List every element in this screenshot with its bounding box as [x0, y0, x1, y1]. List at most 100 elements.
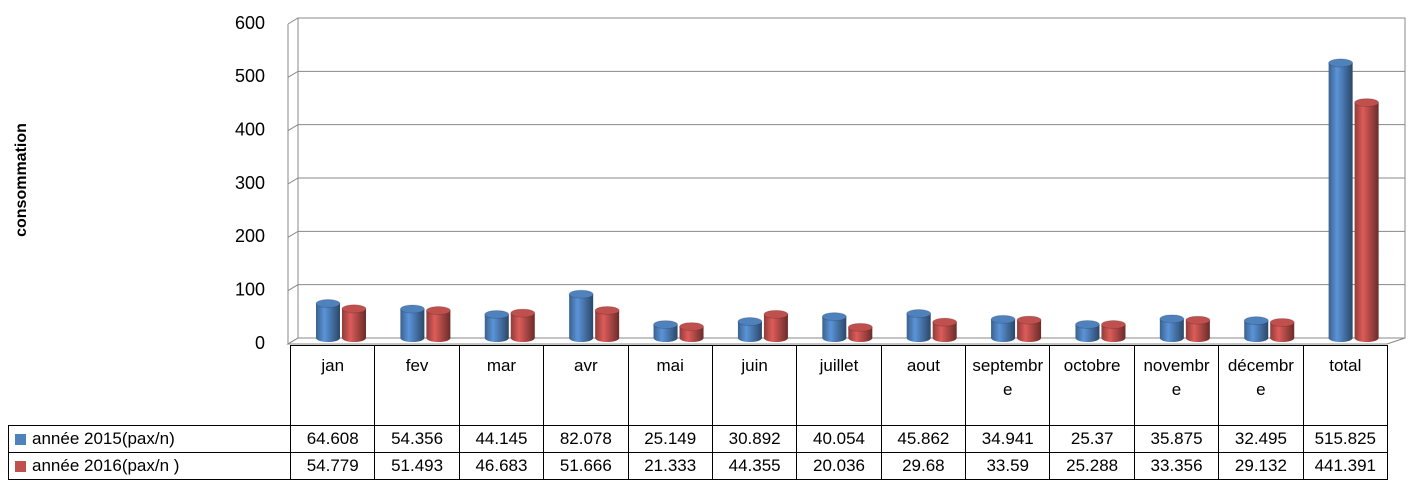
x-tick-label: fev [374, 345, 460, 426]
data-label: 33.59 [965, 452, 1051, 480]
cylinder-top [763, 309, 789, 319]
cylinder-top [568, 289, 594, 299]
legend-label: année 2016(pax/n ) [32, 456, 180, 475]
x-tick-label: octobre [1049, 345, 1135, 426]
cylinder [569, 294, 594, 338]
cylinder-base [316, 334, 340, 342]
data-label: 25.37 [1049, 425, 1135, 453]
y-tick-label: 300 [235, 173, 265, 193]
cylinder-base [484, 334, 509, 342]
cylinder-top [315, 299, 341, 309]
data-label: 40.054 [796, 425, 882, 453]
legend-key [15, 461, 26, 472]
cylinder [991, 319, 1016, 338]
x-tick-label: juin [711, 345, 798, 426]
data-label: 25.149 [627, 425, 713, 453]
y-tick-label: 600 [235, 13, 265, 33]
y-tick-label: 500 [235, 66, 265, 86]
cylinder-base [400, 334, 425, 342]
cylinder [906, 313, 931, 338]
cylinder-base [991, 334, 1016, 342]
data-label: 46.683 [458, 452, 545, 480]
grid-line [287, 177, 1405, 185]
legend-key [15, 434, 26, 445]
cylinder [848, 327, 873, 338]
cylinder-top [1328, 58, 1354, 68]
cylinder-top [1269, 317, 1295, 327]
data-label: 29.68 [880, 452, 967, 480]
data-label: 20.036 [796, 452, 882, 480]
x-tick-label: septembre [965, 345, 1051, 426]
cylinder-base [1185, 334, 1210, 342]
cylinder-base [822, 334, 847, 342]
cylinder [484, 314, 509, 338]
cylinder-base [679, 334, 704, 342]
cylinder-top [821, 312, 847, 322]
legend-label: année 2015(pax/n) [32, 429, 175, 448]
cylinder-top [1354, 98, 1380, 108]
data-label: 44.355 [711, 452, 798, 480]
cylinder [1185, 320, 1210, 338]
data-label: 33.356 [1133, 452, 1220, 480]
grid-line [287, 284, 1405, 292]
cylinder-base [1101, 334, 1126, 342]
x-tick-label: juillet [796, 345, 882, 426]
cylinder-top [341, 304, 367, 314]
cylinder-base [848, 334, 873, 342]
cylinder-base [595, 334, 620, 342]
floor [286, 337, 1406, 345]
data-label: 51.666 [543, 452, 629, 480]
cylinder-base [763, 334, 788, 342]
x-tick-label: avr [543, 345, 629, 426]
cylinder-base [1270, 334, 1295, 342]
cylinder [679, 326, 704, 338]
grid-line [287, 124, 1405, 132]
cylinder [822, 316, 847, 338]
cylinder-base [906, 334, 931, 342]
grid-line [287, 70, 1405, 78]
cylinder-top [425, 306, 451, 316]
cylinder-top [906, 309, 932, 319]
legend-entry: année 2015(pax/n) [8, 425, 291, 453]
grid-line [287, 230, 1405, 238]
cylinder-top [1185, 315, 1211, 325]
y-tick-label: 200 [235, 226, 265, 246]
cylinder [1159, 318, 1184, 338]
cylinder-base [1354, 334, 1379, 342]
cylinder-base [426, 334, 451, 342]
y-tick-label: 100 [235, 279, 265, 299]
cylinder [316, 303, 340, 338]
cylinder [342, 308, 366, 338]
data-label: 25.288 [1049, 452, 1135, 480]
data-label: 30.892 [711, 425, 798, 453]
x-tick-label: mai [627, 345, 713, 426]
cylinder-base [1159, 334, 1184, 342]
x-tick-label: jan [290, 345, 376, 426]
x-tick-label: novembre [1133, 345, 1220, 426]
cylinder [932, 322, 957, 338]
x-tick-label: mar [458, 345, 545, 426]
cylinder [1017, 320, 1042, 338]
data-label: 54.779 [290, 452, 376, 480]
cylinder-base [342, 334, 366, 342]
cylinder-base [737, 334, 762, 342]
cylinder-top [1016, 315, 1042, 325]
cylinder [1354, 102, 1379, 339]
cylinder-top [847, 322, 873, 332]
data-label: 35.875 [1133, 425, 1220, 453]
data-label: 515.825 [1302, 425, 1388, 453]
grid-line [287, 17, 1405, 25]
cylinder-base [1328, 334, 1353, 342]
cylinder-base [569, 334, 594, 342]
data-label: 44.145 [458, 425, 545, 453]
data-label: 29.132 [1218, 452, 1304, 480]
cylinder-top [932, 317, 958, 327]
legend-entry: année 2016(pax/n ) [8, 452, 291, 480]
data-label: 64.608 [290, 425, 376, 453]
cylinder-top [399, 304, 425, 314]
cylinder [763, 314, 788, 338]
y-tick-label: 0 [255, 333, 265, 353]
cylinder [1244, 320, 1269, 338]
